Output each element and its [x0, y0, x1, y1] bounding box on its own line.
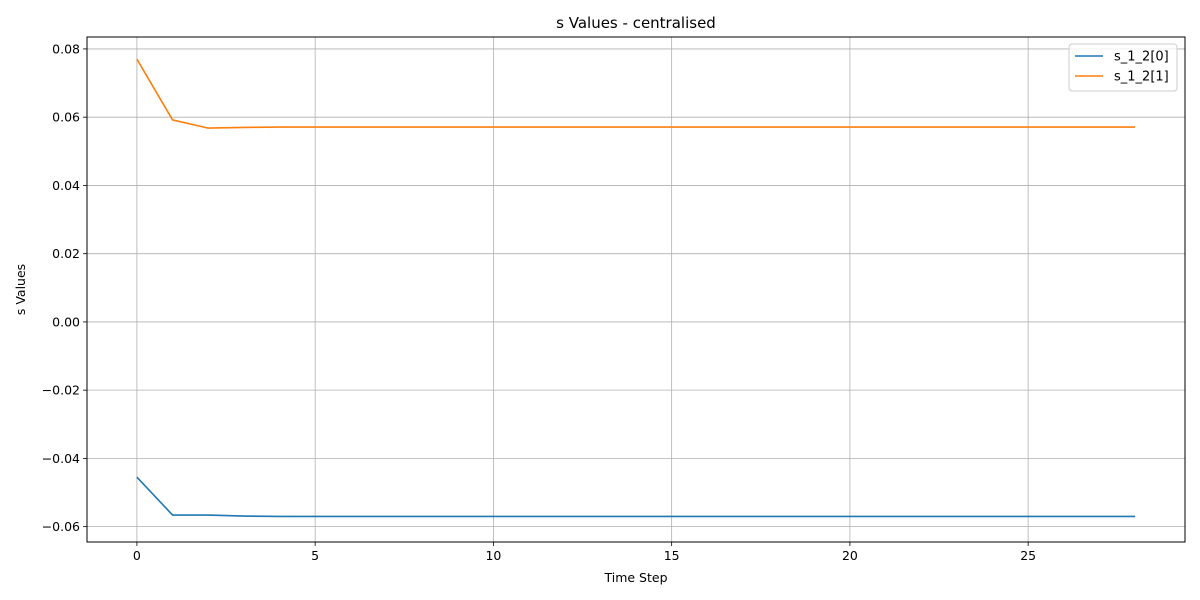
x-tick-label: 5	[311, 548, 319, 563]
legend-label-1: s_1_2[1]	[1114, 70, 1169, 85]
x-tick-label: 0	[133, 548, 141, 563]
legend: s_1_2[0] s_1_2[1]	[1068, 43, 1178, 92]
y-tick-label: −0.02	[42, 383, 80, 398]
x-tick-label: 15	[664, 548, 680, 563]
series-line-0	[136, 476, 1136, 518]
y-tick-label: −0.04	[42, 451, 80, 466]
x-axis-title: Time Step	[603, 570, 667, 585]
chart-title: s Values - centralised	[556, 14, 716, 32]
y-tick-label: 0.06	[52, 110, 80, 125]
legend-label-0: s_1_2[0]	[1114, 50, 1169, 65]
axis-ticks: 0 5 10 15 20 25 −0.06 −0.04 −0.02 0.00 0.02 0.04 0.0…	[42, 41, 1036, 563]
y-tick-label: −0.06	[42, 519, 80, 534]
series-lines	[136, 58, 1136, 518]
y-tick-label: 0.00	[52, 314, 80, 329]
grid	[87, 37, 1185, 542]
y-tick-label: 0.08	[52, 41, 80, 56]
y-tick-label: 0.04	[52, 178, 80, 193]
y-axis-title: s Values	[13, 264, 28, 315]
series-line-1	[136, 58, 1136, 129]
x-tick-label: 25	[1020, 548, 1036, 563]
x-tick-label: 10	[485, 548, 501, 563]
plot-frame	[86, 36, 1186, 543]
y-tick-label: 0.02	[52, 246, 80, 261]
x-tick-label: 20	[842, 548, 858, 563]
